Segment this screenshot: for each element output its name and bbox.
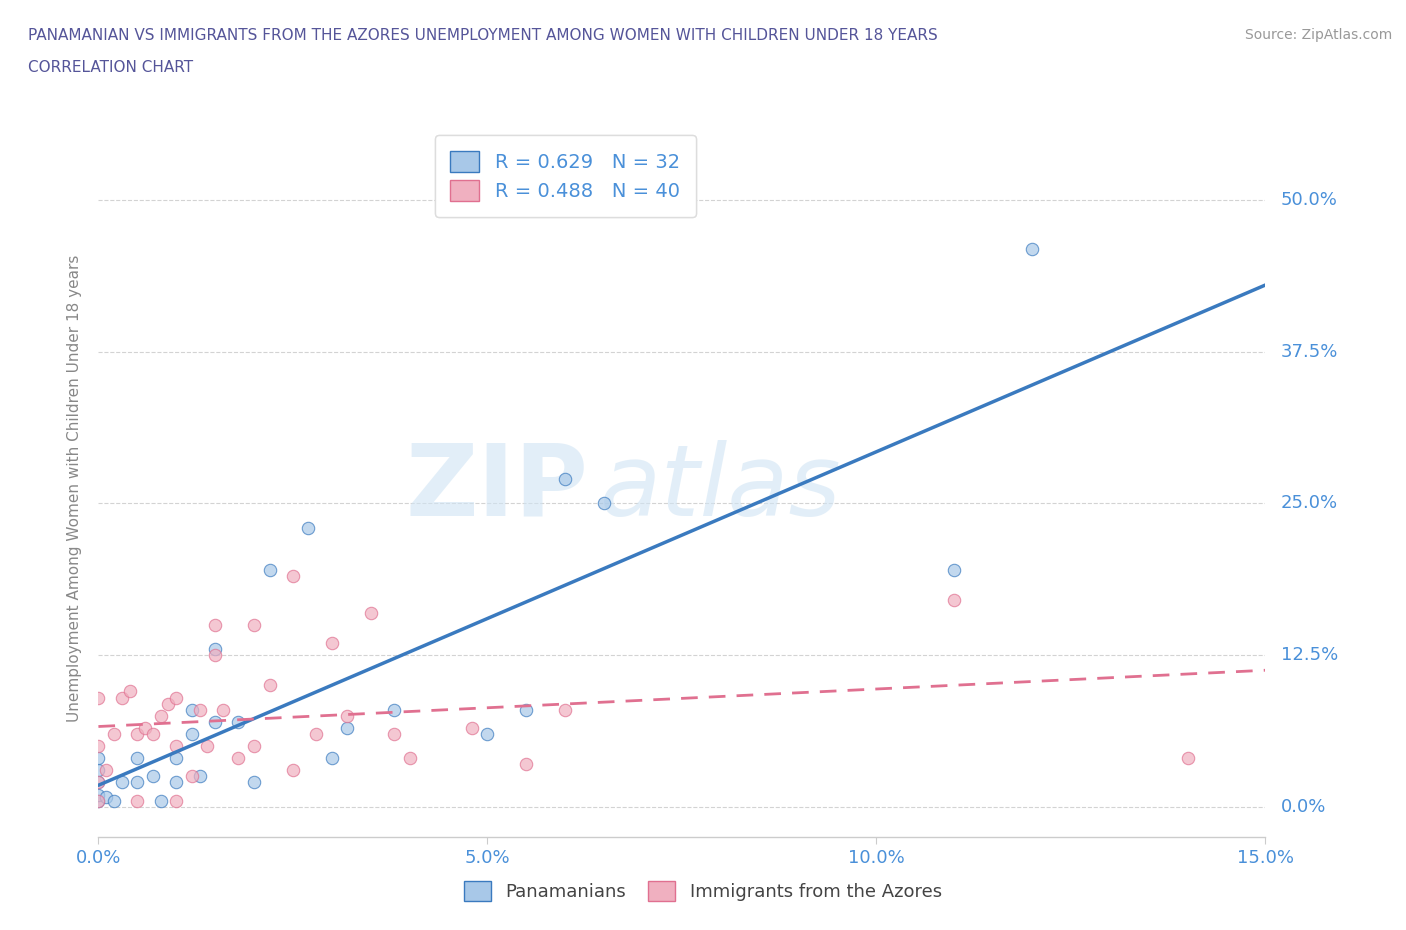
- Point: [204, 642, 226, 657]
- Point: [554, 472, 576, 486]
- Point: [188, 769, 211, 784]
- Text: atlas: atlas: [600, 440, 842, 537]
- Point: [87, 787, 110, 802]
- Text: Source: ZipAtlas.com: Source: ZipAtlas.com: [1244, 28, 1392, 42]
- Text: 37.5%: 37.5%: [1281, 343, 1339, 361]
- Point: [103, 726, 125, 741]
- Point: [111, 775, 134, 790]
- Point: [204, 647, 226, 662]
- Point: [87, 690, 110, 705]
- Point: [195, 738, 218, 753]
- Legend: R = 0.629   N = 32, R = 0.488   N = 40: R = 0.629 N = 32, R = 0.488 N = 40: [434, 135, 696, 217]
- Point: [336, 709, 359, 724]
- Point: [477, 726, 499, 741]
- Text: ZIP: ZIP: [406, 440, 589, 537]
- Y-axis label: Unemployment Among Women with Children Under 18 years: Unemployment Among Women with Children U…: [67, 255, 83, 722]
- Text: 50.0%: 50.0%: [1281, 192, 1339, 209]
- Point: [382, 726, 405, 741]
- Point: [943, 593, 966, 608]
- Point: [127, 793, 149, 808]
- Point: [127, 775, 149, 790]
- Point: [1177, 751, 1199, 765]
- Point: [87, 751, 110, 765]
- Point: [180, 769, 202, 784]
- Point: [87, 793, 110, 808]
- Point: [188, 702, 211, 717]
- Point: [554, 702, 576, 717]
- Point: [87, 763, 110, 777]
- Point: [515, 702, 537, 717]
- Point: [305, 726, 328, 741]
- Point: [111, 690, 134, 705]
- Text: 25.0%: 25.0%: [1281, 495, 1339, 512]
- Point: [593, 496, 616, 511]
- Point: [87, 738, 110, 753]
- Point: [180, 726, 202, 741]
- Point: [87, 775, 110, 790]
- Point: [243, 618, 266, 632]
- Point: [165, 690, 187, 705]
- Text: CORRELATION CHART: CORRELATION CHART: [28, 60, 193, 75]
- Point: [281, 763, 304, 777]
- Point: [149, 793, 172, 808]
- Point: [259, 563, 281, 578]
- Point: [228, 714, 250, 729]
- Point: [336, 721, 359, 736]
- Point: [382, 702, 405, 717]
- Point: [398, 751, 420, 765]
- Point: [204, 618, 226, 632]
- Point: [281, 569, 304, 584]
- Point: [212, 702, 235, 717]
- Point: [142, 726, 165, 741]
- Point: [118, 684, 141, 698]
- Point: [461, 721, 484, 736]
- Point: [157, 697, 180, 711]
- Point: [96, 763, 118, 777]
- Point: [228, 751, 250, 765]
- Legend: Panamanians, Immigrants from the Azores: Panamanians, Immigrants from the Azores: [453, 870, 953, 911]
- Point: [243, 738, 266, 753]
- Point: [180, 702, 202, 717]
- Point: [360, 605, 382, 620]
- Point: [165, 775, 187, 790]
- Text: PANAMANIAN VS IMMIGRANTS FROM THE AZORES UNEMPLOYMENT AMONG WOMEN WITH CHILDREN : PANAMANIAN VS IMMIGRANTS FROM THE AZORES…: [28, 28, 938, 43]
- Point: [127, 726, 149, 741]
- Text: 12.5%: 12.5%: [1281, 646, 1339, 664]
- Point: [127, 751, 149, 765]
- Point: [103, 793, 125, 808]
- Point: [165, 793, 187, 808]
- Text: 0.0%: 0.0%: [1281, 798, 1326, 816]
- Point: [142, 769, 165, 784]
- Point: [204, 714, 226, 729]
- Point: [515, 757, 537, 772]
- Point: [134, 721, 156, 736]
- Point: [321, 635, 343, 650]
- Point: [259, 678, 281, 693]
- Point: [297, 520, 319, 535]
- Point: [321, 751, 343, 765]
- Point: [1021, 241, 1043, 256]
- Point: [87, 793, 110, 808]
- Point: [165, 738, 187, 753]
- Point: [96, 790, 118, 804]
- Point: [87, 775, 110, 790]
- Point: [943, 563, 966, 578]
- Point: [149, 709, 172, 724]
- Point: [243, 775, 266, 790]
- Point: [165, 751, 187, 765]
